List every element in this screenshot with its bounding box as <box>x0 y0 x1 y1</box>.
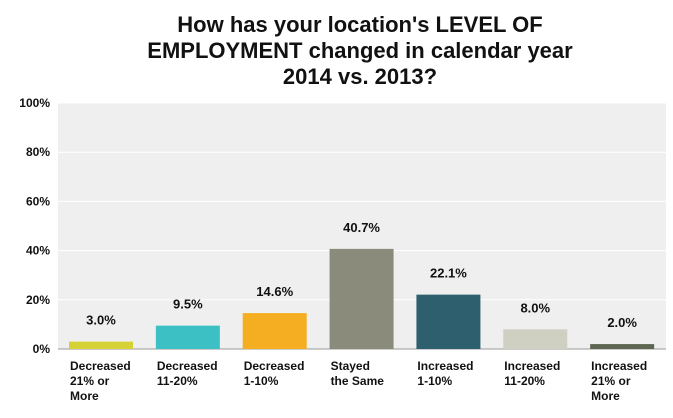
y-tick-label: 100% <box>19 96 50 110</box>
x-tick-label: Decreased <box>157 359 218 373</box>
y-tick-label: 0% <box>33 342 51 356</box>
x-tick-label: 21% or <box>70 374 110 388</box>
x-tick-label: 21% or <box>591 374 631 388</box>
x-tick-label: Decreased <box>244 359 305 373</box>
y-tick-label: 80% <box>26 145 50 159</box>
x-tick-label: More <box>70 389 99 403</box>
bar <box>329 248 394 349</box>
y-tick-label: 60% <box>26 194 50 208</box>
bar <box>416 294 481 349</box>
bar <box>69 341 133 349</box>
bar <box>503 329 568 349</box>
x-tick-label: 1-10% <box>244 374 279 388</box>
x-tick-label: Decreased <box>70 359 131 373</box>
x-tick-label: 11-20% <box>157 374 198 388</box>
y-tick-label: 40% <box>26 244 50 258</box>
data-label: 14.6% <box>256 284 293 299</box>
x-tick-label: the Same <box>331 374 385 388</box>
bar <box>155 325 220 349</box>
chart-title: How has your location's LEVEL OF EMPLOYM… <box>60 12 660 90</box>
data-label: 8.0% <box>520 300 550 315</box>
x-tick-label: Stayed <box>331 359 370 373</box>
bar <box>590 344 655 349</box>
x-tick-label: Increased <box>417 359 473 373</box>
data-label: 9.5% <box>173 297 203 312</box>
chart-title-line-3: 2014 vs. 2013? <box>282 64 438 89</box>
x-tick-label: Increased <box>591 359 647 373</box>
x-tick-label: 11-20% <box>504 374 545 388</box>
data-label: 40.7% <box>343 220 380 235</box>
chart-title-line-2: EMPLOYMENT changed in calendar year <box>147 38 573 63</box>
y-tick-label: 20% <box>26 293 50 307</box>
data-label: 3.0% <box>86 313 116 328</box>
x-tick-label: More <box>591 389 620 403</box>
x-tick-label: 1-10% <box>417 374 452 388</box>
x-tick-label: Increased <box>504 359 560 373</box>
bar <box>242 313 307 349</box>
data-label: 22.1% <box>430 266 467 281</box>
chart-title-line-1: How has your location's LEVEL OF <box>177 12 543 37</box>
data-label: 2.0% <box>607 315 637 330</box>
